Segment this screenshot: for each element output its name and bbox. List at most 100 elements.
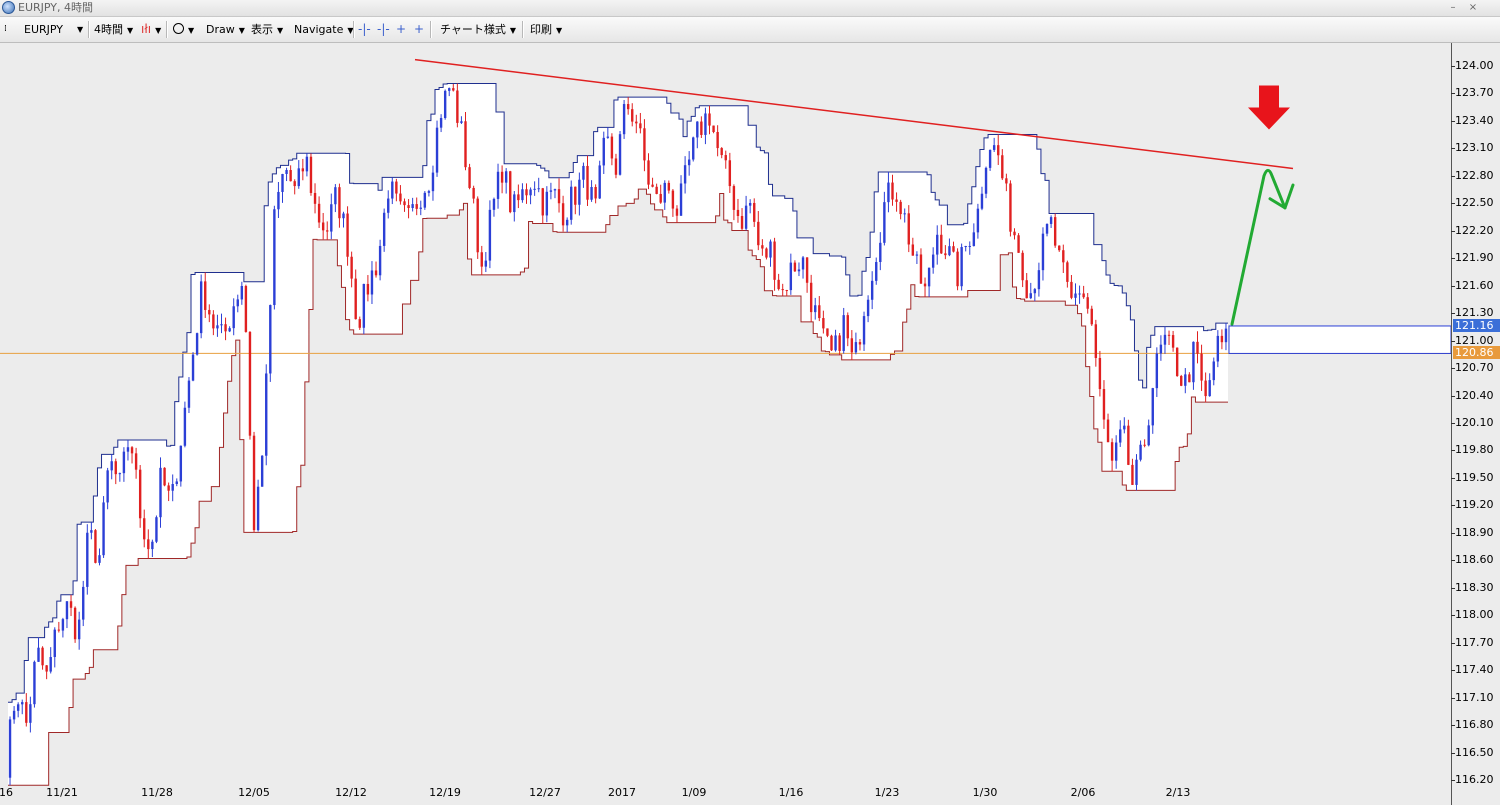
up-candle (537, 188, 540, 190)
zoom-out-icon[interactable]: -|- (377, 22, 390, 36)
down-candle (326, 230, 329, 232)
up-candle (256, 486, 260, 531)
price-axis[interactable] (1451, 43, 1500, 805)
close-button[interactable]: × (1468, 2, 1478, 13)
channel-fill (8, 83, 1228, 786)
down-candle (452, 88, 455, 91)
down-candle (895, 199, 898, 202)
down-candle (940, 234, 943, 254)
display-menu[interactable]: 表示 ▼ (251, 17, 283, 42)
up-candle (285, 170, 288, 174)
channel-high-line (8, 83, 1228, 703)
display-label: 表示 (251, 23, 273, 36)
up-candle (382, 212, 386, 246)
price-chart[interactable] (0, 43, 1500, 805)
shape-tool-button[interactable]: ▼ (173, 17, 194, 42)
y-axis-label: 120.10 (1455, 416, 1494, 429)
y-axis-tick (1451, 642, 1455, 644)
down-candle (224, 324, 227, 332)
y-axis-label: 123.10 (1455, 141, 1494, 155)
down-candle (57, 629, 61, 631)
up-candle (622, 104, 626, 135)
down-candle (716, 131, 719, 149)
scroll-right-icon[interactable]: + (414, 22, 425, 36)
down-candle (765, 248, 768, 258)
projection-box (1228, 325, 1451, 354)
x-axis-label: 16 (0, 786, 13, 799)
up-candle (598, 165, 601, 199)
y-axis-label: 118.00 (1455, 608, 1494, 622)
up-candle (370, 270, 374, 295)
y-axis-label: 116.20 (1455, 773, 1494, 786)
chart-canvas[interactable] (0, 43, 1451, 805)
up-candle (106, 470, 109, 503)
down-candle (561, 203, 565, 226)
down-candle (838, 335, 841, 351)
up-candle (960, 247, 963, 287)
down-candle (1131, 464, 1134, 485)
down-candle (350, 256, 353, 279)
down-candle (1102, 389, 1106, 420)
navigate-menu[interactable]: Navigate ▼ (294, 17, 354, 42)
y-axis-label: 120.70 (1455, 361, 1494, 375)
up-candle (305, 156, 309, 172)
y-axis-label: 123.40 (1455, 113, 1494, 127)
y-axis-label: 121.90 (1455, 251, 1494, 265)
down-candle (793, 262, 797, 272)
y-axis-tick (1451, 532, 1455, 534)
down-candle (208, 309, 211, 315)
timeframe-label: 4時間 (94, 23, 123, 36)
down-candle (1098, 357, 1102, 390)
minimize-button[interactable]: – (1450, 2, 1456, 13)
toolbar-separator (88, 21, 90, 38)
symbol-dropdown-icon[interactable]: ▼ (77, 25, 84, 34)
timeframe-selector[interactable]: 4時間 ▼ (94, 17, 133, 42)
down-candle (509, 171, 512, 213)
up-candle (102, 502, 105, 556)
symbol-selector[interactable]: EURJPY (24, 17, 63, 42)
scroll-left-icon[interactable]: + (396, 22, 407, 36)
up-candle (33, 661, 36, 705)
down-candle (1188, 374, 1191, 383)
down-candle (675, 208, 679, 216)
down-candle (374, 270, 378, 276)
y-axis-tick (1451, 340, 1455, 342)
up-candle (992, 145, 996, 150)
down-candle (809, 282, 813, 313)
candle-style-icon[interactable]: ıłı ▼ (141, 22, 162, 36)
up-candle (151, 541, 154, 550)
down-candle (891, 182, 894, 200)
chart-style-label: チャート様式 (440, 23, 506, 36)
print-menu[interactable]: 印刷 ▼ (530, 17, 562, 42)
up-candle (854, 342, 858, 353)
up-candle (903, 213, 906, 215)
down-candle (293, 181, 296, 187)
up-candle (814, 305, 817, 313)
up-candle (240, 286, 244, 300)
y-axis-label: 119.80 (1455, 443, 1494, 457)
down-candle (1143, 444, 1146, 446)
up-candle (988, 149, 992, 168)
zoom-in-icon[interactable]: -|- (358, 22, 371, 36)
chart-style-menu[interactable]: チャート様式 ▼ (440, 17, 516, 42)
down-candle (456, 90, 459, 123)
print-label: 印刷 (530, 23, 552, 36)
chevron-down-icon: ▼ (347, 26, 354, 35)
up-candle (297, 168, 300, 187)
down-candle (1090, 308, 1093, 325)
channel-low-line (8, 188, 1228, 786)
bid-price-badge: 121.16 (1453, 318, 1500, 332)
up-candle (431, 172, 435, 192)
down-candle (655, 186, 658, 194)
down-candle (923, 283, 927, 287)
down-candle (610, 136, 614, 159)
y-axis-tick (1451, 697, 1455, 699)
up-candle (744, 205, 748, 229)
up-candle (1041, 233, 1045, 271)
down-candle (907, 213, 910, 245)
up-candle (578, 179, 581, 205)
draw-menu[interactable]: Draw ▼ (206, 17, 245, 42)
up-candle (277, 191, 280, 210)
up-candle (769, 241, 772, 258)
down-candle (525, 189, 528, 196)
